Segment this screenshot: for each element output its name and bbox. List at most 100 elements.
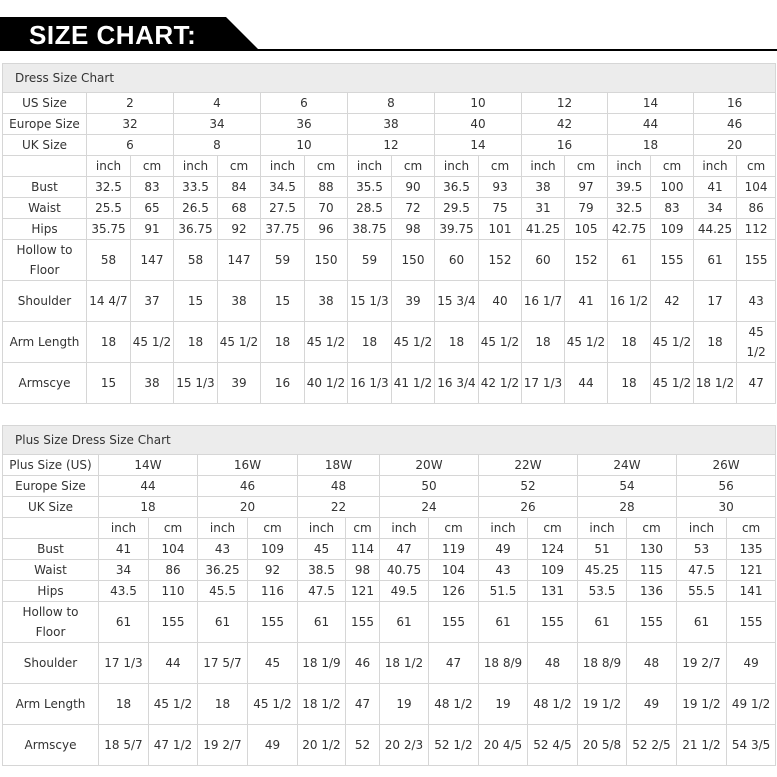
table-title-row: Dress Size Chart [1,63,777,93]
value-cell: 48 1/2 [428,683,479,725]
size-cell: 50 [379,475,479,497]
value-cell: 38 [217,280,261,322]
value-cell: 61 [577,601,627,643]
unit-inch: inch [693,155,737,177]
value-cell: 43 [478,559,528,581]
value-cell: 105 [564,218,608,240]
value-cell: 49 [725,642,777,684]
measure-row: Arm Length 18 45 1/2 18 45 1/2 18 1/2 47 19 48 1… [2,683,777,725]
value-cell: 155 [735,239,777,281]
value-cell: 101 [478,218,522,240]
value-cell: 51.5 [478,580,528,602]
row-label: Arm Length [2,321,87,363]
size-cell: 46 [692,113,777,135]
value-cell: 97 [564,176,608,198]
value-cell: 34 [693,197,737,219]
value-cell: 38.75 [347,218,392,240]
value-cell: 45 1/2 [304,321,348,363]
value-cell: 126 [428,580,479,602]
value-cell: 29.5 [434,197,479,219]
value-cell: 18 1/2 [297,683,346,725]
value-cell: 79 [564,197,608,219]
value-cell: 14 4/7 [86,280,131,322]
size-cell: 48 [297,475,380,497]
row-label: Arm Length [2,683,99,725]
size-cell: 42 [521,113,608,135]
unit-cm: cm [478,155,522,177]
value-cell: 136 [626,580,677,602]
value-cell: 47 [379,538,429,560]
value-cell: 18 1/9 [297,642,346,684]
measure-row: Hollow to Floor 58 147 58 147 59 150 59 150 60 152… [2,239,777,281]
value-cell: 152 [564,239,608,281]
unit-cm: cm [247,517,298,539]
value-cell: 147 [217,239,261,281]
value-cell: 42.75 [607,218,651,240]
size-cell: 32 [86,113,174,135]
measure-row: Shoulder 17 1/3 44 17 5/7 45 18 1/9 46 18 1/2 47… [2,642,777,684]
value-cell: 72 [391,197,435,219]
value-cell: 48 1/2 [527,683,578,725]
unit-inch: inch [607,155,651,177]
value-cell: 18 [434,321,479,363]
row-label: Shoulder [2,280,87,322]
unit-cm: cm [725,517,777,539]
value-cell: 40 [478,280,522,322]
value-cell: 45 1/2 [217,321,261,363]
value-cell: 41.25 [521,218,565,240]
value-cell: 98 [345,559,380,581]
value-cell: 53 [676,538,727,560]
row-label: Hollow to Floor [2,239,87,281]
measure-row: Hollow to Floor 61 155 61 155 61 155 61 155 61 155… [2,601,777,643]
value-cell: 124 [527,538,578,560]
value-cell: 18 [197,683,248,725]
value-cell: 49 [626,683,677,725]
value-cell: 70 [304,197,348,219]
value-cell: 32.5 [607,197,651,219]
row-label: US Size [2,92,87,114]
size-cell: 20 [692,134,777,156]
value-cell: 83 [650,197,694,219]
size-cell: 40 [434,113,522,135]
unit-inch: inch [676,517,727,539]
value-cell: 45 1/2 [478,321,522,363]
measure-row: Armscye 15 38 15 1/3 39 16 40 1/2 16 1/3 41 1/2 1… [2,362,777,404]
value-cell: 27.5 [260,197,305,219]
value-cell: 18 1/2 [379,642,429,684]
value-cell: 40 1/2 [304,362,348,404]
value-cell: 112 [735,218,777,240]
value-cell: 16 1/2 [607,280,651,322]
value-cell: 38 [304,280,348,322]
value-cell: 18 [521,321,565,363]
value-cell: 41 [98,538,149,560]
value-cell: 17 1/3 [521,362,565,404]
value-cell: 37.75 [260,218,305,240]
value-cell: 155 [247,601,298,643]
size-cell: 20 [197,496,298,518]
size-cell: 28 [577,496,677,518]
value-cell: 49 1/2 [725,683,777,725]
dress-size-table: Dress Size Chart US Size 2 4 6 8 10 12 14 16 Europ… [1,63,777,404]
unit-inch: inch [260,155,305,177]
value-cell: 116 [247,580,298,602]
size-cell: 52 [478,475,578,497]
value-cell: 59 [260,239,305,281]
value-cell: 45 1/2 [735,321,777,363]
size-cell: 14W [98,454,198,476]
unit-inch: inch [173,155,218,177]
value-cell: 150 [304,239,348,281]
value-cell: 141 [725,580,777,602]
value-cell: 18 [260,321,305,363]
value-cell: 45 1/2 [564,321,608,363]
measure-row: Waist 34 86 36.25 92 38.5 98 40.75 104 43 109 45.25… [2,559,777,581]
measure-row: Armscye 18 5/7 47 1/2 19 2/7 49 20 1/2 52 20 2/… [2,724,777,766]
size-cell: 34 [173,113,261,135]
unit-cm: cm [428,517,479,539]
value-cell: 45 1/2 [148,683,198,725]
value-cell: 52 1/2 [428,724,479,766]
value-cell: 32.5 [86,176,131,198]
row-label: Europe Size [2,475,99,497]
value-cell: 17 1/3 [98,642,149,684]
value-cell: 52 4/5 [527,724,578,766]
row-label: Shoulder [2,642,99,684]
